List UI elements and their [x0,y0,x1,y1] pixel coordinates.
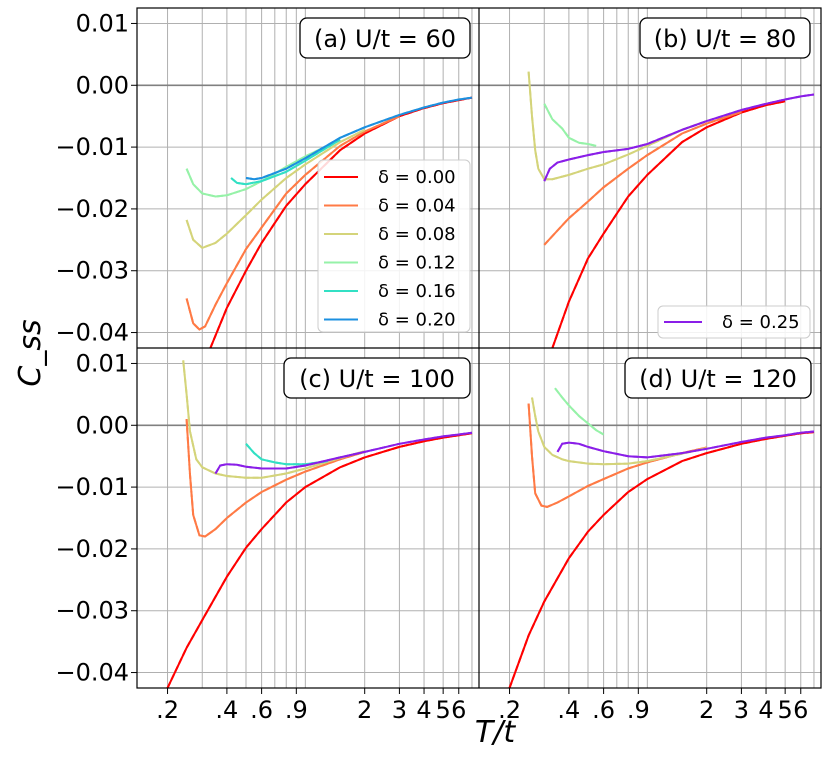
legend-label: δ = 0.25 [722,312,800,333]
series-line [554,387,605,436]
y-tick-label: −0.02 [55,195,129,223]
x-tick-label: .4 [557,696,580,724]
y-tick-label: −0.04 [55,659,129,687]
series-line-dashed [185,419,365,538]
y-tick-label: −0.03 [55,257,129,285]
panel-b [479,8,821,348]
series-line-dashed [245,443,328,466]
x-tick-label: 6 [451,696,466,724]
series-line [182,360,365,479]
y-tick-label: 0.00 [76,71,129,99]
series-line-dashed [543,93,815,182]
legend-box [317,159,471,333]
panel-title-box [624,357,812,399]
series-line [551,100,786,348]
series-line [527,403,707,508]
x-tick-label: .9 [285,696,308,724]
x-tick-label: .6 [250,696,273,724]
y-tick-label: −0.02 [55,535,129,563]
series-line [185,419,365,538]
y-tick-label: −0.01 [55,133,129,161]
series-line [556,430,815,459]
series-line-dashed [554,387,605,436]
x-tick-label: 2 [357,696,372,724]
x-tick-label: 5 [436,696,451,724]
legend-box [657,305,811,339]
series-line-dashed [543,110,742,246]
legend-label: δ = 0.16 [378,281,456,302]
panel-title: (d) U/t = 120 [639,365,797,393]
series-line [245,96,473,181]
y-tick-label: −0.03 [55,597,129,625]
series-line-dashed [508,431,815,688]
panel-title-box [299,17,471,59]
y-axis-label: C_ss [13,319,48,386]
legend-label: δ = 0.20 [378,310,456,331]
y-tick-label: 0.01 [76,9,129,37]
series-line [543,93,815,182]
panel-title: (a) U/t = 60 [314,25,456,53]
x-tick-label: .6 [592,696,615,724]
legend-label: δ = 0.08 [378,224,456,245]
tick-labels: 0.010.00−0.01−0.02−0.03−0.040.010.00−0.0… [55,7,822,724]
series-line [245,443,328,466]
series-line [543,103,597,147]
x-tick-label: .9 [627,696,650,724]
x-tick-label: 3 [392,696,407,724]
panel-d [479,348,821,688]
panel-title-box [283,357,471,399]
series-line [531,397,707,466]
series-line [166,432,473,688]
x-tick-label: 2 [699,696,714,724]
x-tick-label: 4 [416,696,431,724]
series-line [543,110,742,246]
series-line [185,128,366,250]
y-tick-label: −0.01 [55,473,129,501]
x-tick-label: .2 [498,696,521,724]
legend-label: δ = 0.00 [378,167,456,188]
y-tick-label: 0.01 [76,349,129,377]
panel-c [137,348,479,688]
x-tick-label: .4 [215,696,238,724]
series-line [185,115,400,331]
series-line [527,71,708,181]
series-line [230,138,341,186]
y-tick-label: −0.04 [55,319,129,347]
series-line-dashed [185,138,341,198]
x-tick-label: 5 [778,696,793,724]
x-tick-label: 3 [734,696,749,724]
series-line [185,138,341,198]
x-axis-label: T/t [475,715,516,750]
x-tick-label: 4 [758,696,773,724]
legend-label: δ = 0.04 [378,196,456,217]
panel-title-box [639,17,811,59]
panel-title: (c) U/t = 100 [299,365,455,393]
panel-title: (b) U/t = 80 [654,25,797,53]
legend-label: δ = 0.12 [378,253,456,274]
series-line [508,431,815,688]
y-tick-label: 0.00 [76,411,129,439]
series-line [214,431,473,475]
x-tick-label: 6 [793,696,808,724]
x-tick-label: .2 [156,696,179,724]
